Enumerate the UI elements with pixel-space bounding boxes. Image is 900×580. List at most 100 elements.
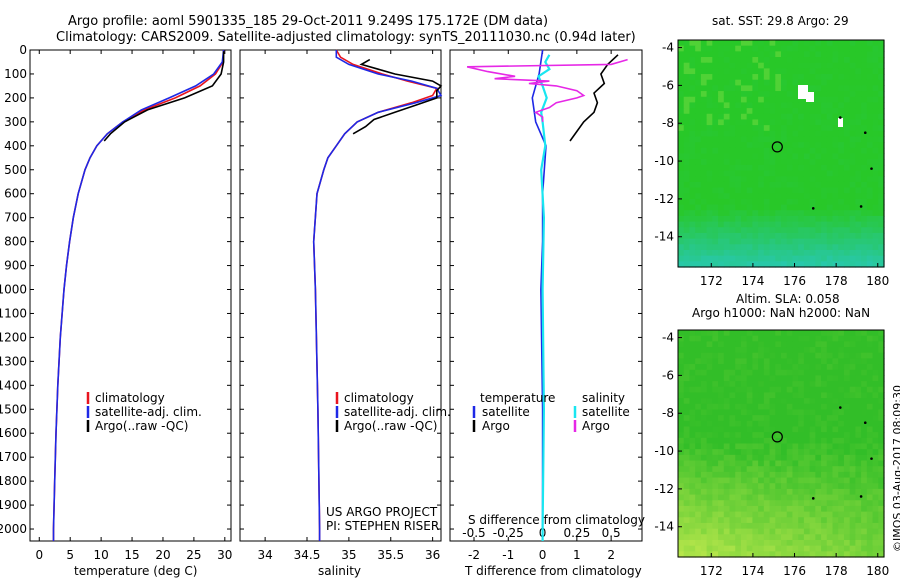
sla-cell (855, 386, 862, 394)
sst-cell (878, 249, 885, 257)
sla-cell (798, 352, 805, 359)
sla-cell (758, 335, 765, 342)
sst-cell (769, 210, 776, 217)
sst-cell (849, 68, 856, 75)
sla-cell (718, 352, 725, 359)
sla-cell (678, 551, 685, 558)
sla-cell (826, 539, 834, 547)
sla-cell (752, 381, 759, 388)
sst-cell (678, 125, 685, 132)
sla-cell (832, 545, 839, 552)
sst-cell (821, 193, 828, 200)
sla-cell (855, 432, 862, 439)
sst-cell (872, 51, 879, 58)
sst-cell (729, 221, 736, 228)
sla-cell (786, 477, 794, 484)
sst-cell (821, 153, 828, 160)
sst-cell (700, 91, 708, 98)
sla-map-frame (677, 329, 885, 558)
sla-cell (803, 454, 811, 462)
sla-cell (843, 528, 851, 535)
sst-cell (775, 261, 782, 268)
sst-cell (712, 238, 719, 245)
sst-cell (752, 113, 759, 121)
sla-cell (689, 420, 696, 428)
sst-cell (798, 153, 805, 160)
sla-cell (746, 415, 753, 422)
sst-cell (815, 187, 822, 194)
sst-cell (838, 85, 845, 92)
sst-cell (775, 210, 782, 217)
map-y-tick-label: -14 (654, 230, 674, 244)
sla-cell (843, 534, 851, 541)
depth-tick-label: 600 (4, 187, 27, 201)
sst-cell (832, 45, 839, 52)
sst-cell (700, 147, 708, 155)
sla-cell (866, 358, 874, 365)
temperature-x-tick-label: 15 (124, 548, 139, 562)
sst-cell (878, 57, 885, 64)
sla-cell (861, 341, 868, 348)
sst-cell (758, 68, 765, 75)
sla-cell (729, 375, 736, 382)
sla-cell (712, 505, 719, 513)
sla-cell (798, 437, 805, 445)
sst-cell (729, 249, 736, 257)
sla-cell (861, 375, 868, 382)
sla-cell (872, 386, 879, 394)
sst-cell (718, 102, 725, 109)
sst-cell (740, 96, 748, 104)
argo-position-marker (771, 431, 783, 443)
sst-cell (866, 108, 874, 115)
sst-cell (689, 221, 696, 228)
sla-cell (695, 471, 702, 479)
sla-cell (689, 347, 696, 354)
sla-cell (763, 347, 771, 354)
sst-cell (695, 125, 702, 132)
sst-cell (843, 164, 851, 172)
sla-cell (872, 528, 879, 535)
sla-cell (700, 511, 708, 518)
sla-cell (872, 449, 879, 456)
sla-cell (838, 471, 845, 479)
sla-cell (781, 443, 788, 450)
sla-cell (712, 545, 719, 552)
sla-cell (855, 369, 862, 376)
sla-cell (809, 386, 816, 394)
sla-cell (781, 347, 788, 354)
sla-cell (781, 500, 788, 507)
sla-cell (729, 471, 736, 479)
sst-cell (849, 232, 856, 240)
sst-cell (855, 91, 862, 98)
sla-cell (678, 420, 685, 428)
sla-cell (826, 500, 834, 507)
sst-cell (700, 45, 708, 52)
sla-cell (775, 460, 782, 467)
sst-cell (838, 79, 845, 86)
sla-cell (786, 347, 794, 354)
sst-cell (866, 85, 874, 92)
sst-cell (740, 68, 748, 75)
sla-cell (781, 335, 788, 342)
sla-cell (815, 466, 822, 473)
sla-cell (821, 534, 828, 541)
sst-cell (763, 130, 771, 138)
sla-cell (706, 415, 713, 422)
sst-cell (723, 193, 731, 200)
sla-cell (861, 517, 868, 524)
sla-cell (700, 347, 708, 354)
sst-cell (866, 261, 874, 268)
sla-cell (678, 364, 685, 371)
sst-cell (878, 91, 885, 98)
sla-cell (815, 335, 822, 342)
sst-cell (706, 96, 713, 104)
sst-cell (718, 204, 725, 211)
sla-cell (689, 528, 696, 535)
sst-cell (803, 125, 811, 132)
sst-cell (718, 125, 725, 132)
sst-cell (769, 108, 776, 115)
sla-cell (792, 505, 799, 513)
sst-cell (683, 96, 691, 104)
sst-cell (678, 142, 685, 149)
sla-cell (775, 358, 782, 365)
